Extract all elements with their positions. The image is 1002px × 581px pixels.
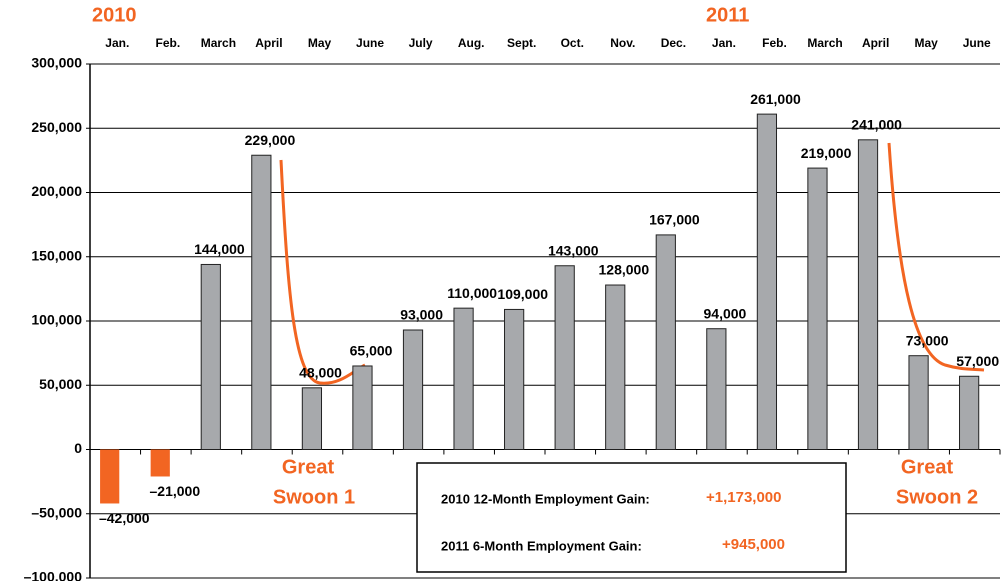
x-tick-label: Feb.	[762, 36, 787, 50]
bar	[706, 328, 727, 450]
data-label: 144,000	[194, 241, 245, 257]
x-tick-label: July	[409, 36, 433, 50]
data-label: 261,000	[750, 91, 801, 107]
bar	[554, 265, 575, 450]
y-tick-label: 0	[74, 440, 82, 456]
bar	[655, 234, 676, 450]
annotation: Swoon 1	[273, 486, 355, 508]
summary-value: +1,173,000	[706, 489, 782, 506]
data-label: 128,000	[599, 262, 650, 278]
bar	[605, 284, 626, 450]
summary-value: +945,000	[722, 536, 785, 553]
x-tick-label: May	[308, 36, 332, 50]
x-tick-label: Jan.	[105, 36, 129, 50]
data-label: 143,000	[548, 242, 599, 258]
bar	[352, 365, 373, 451]
y-tick-label: –50,000	[31, 504, 82, 520]
x-tick-label: Jan.	[712, 36, 736, 50]
y-tick-label: 150,000	[31, 247, 82, 263]
x-tick-label: April	[862, 36, 889, 50]
bar	[150, 449, 170, 477]
x-tick-label: Dec.	[661, 36, 686, 50]
y-tick-label: 50,000	[39, 376, 82, 392]
year-label: 2011	[706, 4, 749, 26]
x-tick-label: Sept.	[507, 36, 536, 50]
year-label: 2010	[92, 4, 137, 26]
x-tick-label: April	[255, 36, 282, 50]
annotation: Great	[282, 456, 335, 478]
swoon-curve	[887, 142, 985, 372]
bar	[857, 139, 879, 450]
x-tick-label: June	[356, 36, 384, 50]
bar	[504, 308, 525, 450]
x-tick-label: Nov.	[610, 36, 635, 50]
summary-label: 2010 12-Month Employment Gain:	[441, 491, 650, 506]
bar	[807, 167, 828, 451]
data-label: 219,000	[801, 145, 852, 161]
data-label: 241,000	[851, 117, 902, 133]
y-tick-label: 300,000	[31, 55, 82, 71]
data-label: 167,000	[649, 212, 700, 228]
data-label: 57,000	[956, 353, 999, 369]
data-label: 94,000	[704, 305, 747, 321]
x-tick-label: May	[914, 36, 938, 50]
bar	[402, 329, 424, 450]
bar	[200, 263, 221, 450]
y-tick-label: 250,000	[31, 119, 82, 135]
bar	[756, 113, 778, 451]
data-label: 65,000	[350, 343, 393, 359]
y-tick-label: 100,000	[31, 312, 82, 328]
data-label: 73,000	[906, 332, 949, 348]
x-tick-label: March	[201, 36, 236, 50]
data-label: 48,000	[299, 365, 342, 381]
y-tick-label: 200,000	[31, 183, 82, 199]
x-tick-label: Oct.	[561, 36, 584, 50]
annotation: Great	[901, 456, 954, 478]
data-label: 229,000	[245, 132, 296, 148]
summary-box	[416, 462, 847, 573]
swoon-curve	[279, 159, 366, 385]
bar	[100, 449, 120, 504]
summary-label: 2011 6-Month Employment Gain:	[441, 538, 642, 553]
x-tick-label: June	[963, 36, 991, 50]
bar	[301, 387, 323, 451]
data-label: –21,000	[150, 483, 201, 499]
bar	[959, 375, 980, 451]
data-label: –42,000	[99, 510, 150, 526]
bar	[453, 307, 474, 450]
x-tick-label: Aug.	[458, 36, 485, 50]
annotation: Swoon 2	[896, 486, 978, 508]
data-label: 110,000	[447, 285, 497, 301]
data-label: 109,000	[497, 286, 548, 302]
bar	[908, 355, 929, 451]
x-tick-label: March	[807, 36, 842, 50]
x-tick-label: Feb.	[155, 36, 180, 50]
y-tick-label: –100,000	[24, 569, 83, 581]
bar	[251, 154, 272, 451]
data-label: 93,000	[400, 307, 443, 323]
